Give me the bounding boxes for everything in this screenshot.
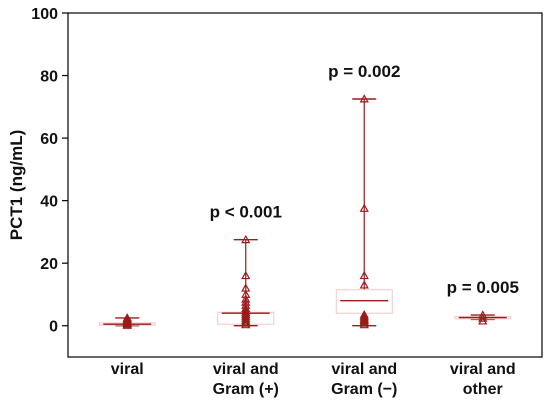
x-category-label: viral bbox=[111, 361, 144, 378]
box-group bbox=[335, 94, 393, 329]
data-point bbox=[359, 311, 369, 320]
data-point bbox=[122, 314, 132, 324]
y-tick-label: 100 bbox=[31, 6, 58, 23]
data-point bbox=[359, 203, 369, 212]
y-tick-label: 60 bbox=[40, 131, 58, 148]
data-point bbox=[359, 94, 369, 103]
p-value-label: p = 0.002 bbox=[328, 62, 400, 81]
x-category-label: viral and bbox=[213, 361, 279, 378]
x-category-label: Gram (−) bbox=[331, 381, 397, 398]
p-value-label: p = 0.005 bbox=[447, 278, 519, 297]
x-axis-category-labels: viral viral and Gram (+) viral and Gram (−) v… bbox=[111, 361, 516, 398]
x-category-label: viral and bbox=[331, 361, 397, 378]
iqr-box bbox=[335, 289, 393, 314]
box-group bbox=[98, 313, 156, 329]
y-axis-label: PCT1 (ng/mL) bbox=[7, 130, 26, 241]
box-group bbox=[217, 234, 275, 329]
data-point bbox=[359, 280, 369, 289]
p-value-annotations: p < 0.001 p = 0.002 p = 0.005 bbox=[210, 62, 519, 297]
data-point bbox=[241, 305, 251, 315]
y-tick-label: 80 bbox=[40, 69, 58, 86]
data-point bbox=[359, 317, 369, 326]
data-point bbox=[241, 283, 251, 292]
data-point bbox=[478, 310, 488, 319]
plot-area bbox=[98, 94, 512, 329]
x-category-label: other bbox=[463, 381, 503, 398]
data-point bbox=[241, 234, 251, 244]
box-group bbox=[454, 310, 512, 325]
plot-frame bbox=[67, 12, 543, 358]
data-point bbox=[359, 270, 369, 280]
x-category-label: viral and bbox=[450, 361, 516, 378]
data-point bbox=[241, 294, 251, 303]
p-value-label: p < 0.001 bbox=[210, 203, 282, 222]
x-category-label: Gram (+) bbox=[213, 381, 279, 398]
data-point bbox=[241, 270, 251, 280]
data-point bbox=[241, 307, 251, 317]
data-point bbox=[122, 313, 132, 322]
y-axis: 0 20 40 60 80 100 bbox=[31, 6, 68, 336]
y-tick-label: 0 bbox=[49, 319, 58, 336]
y-tick-label: 40 bbox=[40, 194, 58, 211]
data-point bbox=[359, 309, 369, 319]
data-point bbox=[241, 289, 251, 298]
y-tick-label: 20 bbox=[40, 256, 58, 273]
